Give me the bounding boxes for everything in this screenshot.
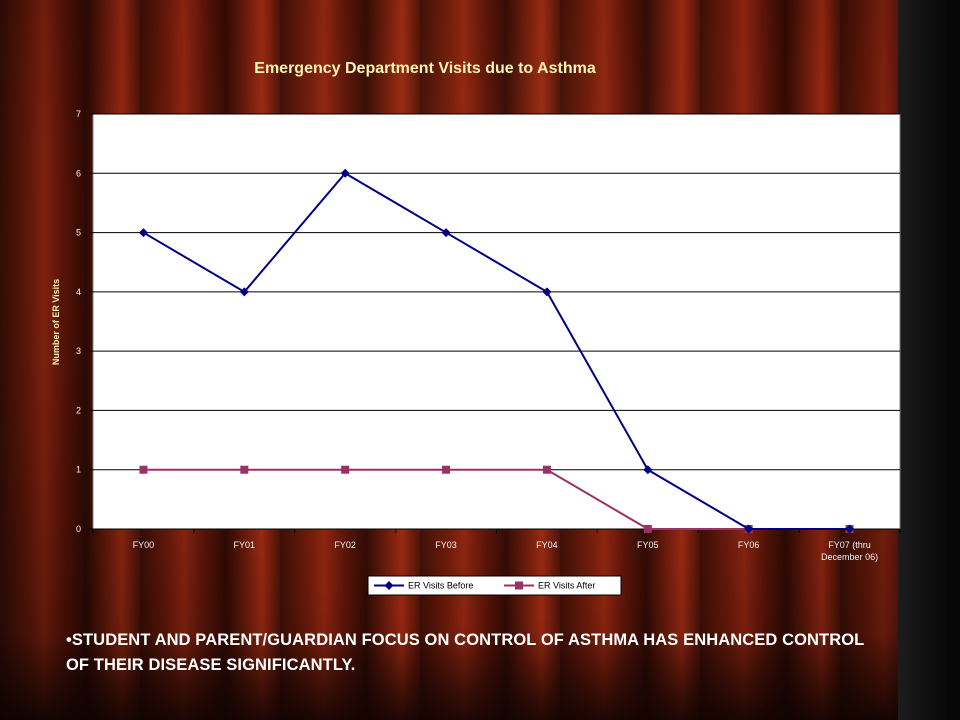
right-dark-edge (898, 0, 960, 720)
series-0-point-7 (845, 524, 855, 534)
series-1-point-4 (542, 465, 551, 474)
series-0-point-3 (441, 228, 451, 238)
y-axis-ticks: 0 1 2 3 4 5 6 7 (76, 109, 93, 534)
series-0-point-0 (138, 228, 148, 238)
x-axis-ticks: FY00 FY01 FY02 FY03 FY04 FY05 FY06 FY07 (thru De… (92, 529, 901, 562)
series-1-point-5 (643, 525, 652, 533)
y-tick-label-6: 6 (76, 168, 81, 178)
series-0-point-6 (744, 524, 754, 534)
x-tick-label-5: FY05 (637, 540, 659, 550)
caption-text: STUDENT AND PARENT/GUARDIAN FOCUS ON CON… (66, 631, 865, 674)
x-tick-label-1: FY01 (234, 540, 256, 550)
series-1-point-0 (139, 465, 148, 474)
legend-label-1: ER Visits After (538, 581, 595, 591)
legend-label-0: ER Visits Before (408, 581, 473, 591)
y-tick-label-4: 4 (76, 287, 81, 297)
plot-background (92, 113, 901, 530)
x-tick-label-3: FY03 (435, 540, 457, 550)
series-line-0 (142, 171, 850, 530)
y-tick-label-5: 5 (76, 228, 81, 238)
legend-swatch-marker-0 (384, 581, 394, 590)
y-axis-title: Number of ER Visits (51, 279, 61, 365)
series-0-point-1 (239, 287, 249, 297)
y-tick-label-1: 1 (76, 465, 81, 475)
plot-area (92, 113, 901, 530)
series-line-1 (143, 468, 850, 530)
series-0-point-2 (340, 168, 350, 178)
slide-caption: •STUDENT AND PARENT/GUARDIAN FOCUS ON CO… (66, 628, 886, 678)
x-tick-label-4: FY04 (536, 540, 558, 550)
y-tick-label-0: 0 (76, 524, 81, 534)
legend-swatch-marker-1 (515, 581, 523, 590)
caption-bullet: • (66, 631, 72, 649)
legend: ER Visits Before ER Visits After (367, 575, 622, 596)
x-tick-label-0: FY00 (133, 540, 155, 550)
x-tick-label-2: FY02 (334, 540, 356, 550)
series-1-point-2 (341, 465, 350, 474)
y-tick-label-2: 2 (76, 405, 81, 415)
series-0-point-4 (542, 287, 552, 297)
y-tick-label-7: 7 (76, 109, 81, 119)
x-tick-label-6: FY06 (738, 540, 760, 550)
series-0-point-5 (643, 465, 653, 475)
x-tick-label-7: FY07 (thru December 06) (821, 540, 878, 562)
series-0 (138, 168, 855, 534)
series-lines (138, 168, 855, 534)
y-tick-label-3: 3 (76, 346, 81, 356)
chart-title: Emergency Department Visits due to Asthm… (254, 60, 596, 77)
series-1-point-1 (240, 465, 249, 474)
legend-box (367, 575, 622, 596)
series-1-point-3 (442, 465, 451, 474)
